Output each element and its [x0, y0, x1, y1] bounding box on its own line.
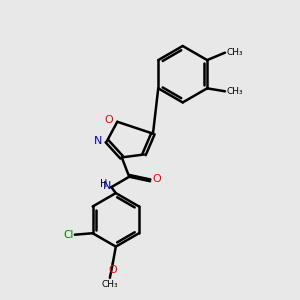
- Text: CH₃: CH₃: [226, 87, 243, 96]
- Text: O: O: [104, 115, 113, 125]
- Text: CH₃: CH₃: [226, 48, 243, 57]
- Text: CH₃: CH₃: [102, 280, 118, 289]
- Text: N: N: [94, 136, 102, 146]
- Text: O: O: [152, 174, 161, 184]
- Text: O: O: [109, 265, 117, 275]
- Text: H: H: [100, 179, 108, 189]
- Text: N: N: [102, 181, 111, 191]
- Text: Cl: Cl: [63, 230, 73, 240]
